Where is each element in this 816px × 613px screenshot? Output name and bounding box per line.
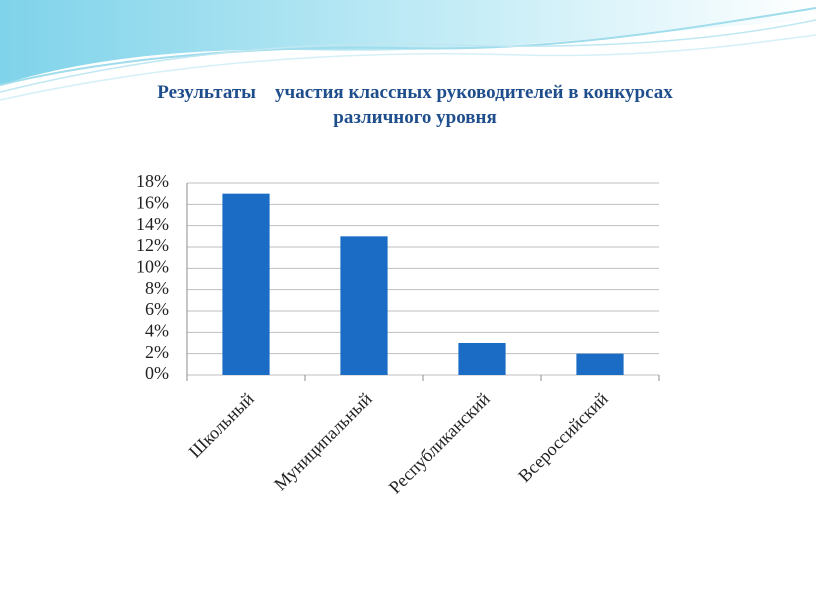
x-tick-label: Муниципальный <box>270 388 376 494</box>
bar <box>340 236 388 375</box>
y-tick-label: 6% <box>145 299 169 319</box>
wave-decoration <box>0 0 816 85</box>
wave-decoration <box>0 7 816 86</box>
wave-decoration <box>0 34 816 101</box>
x-tick-label: Республиканский <box>385 388 494 497</box>
y-tick-label: 12% <box>136 235 169 255</box>
y-tick-label: 18% <box>136 171 169 191</box>
chart-title: Результаты участия классных руководителе… <box>157 82 678 128</box>
y-tick-label: 2% <box>145 342 169 362</box>
x-tick-label: Всероссийский <box>514 388 612 486</box>
bar <box>576 353 624 375</box>
y-tick-label: 4% <box>145 320 169 340</box>
y-tick-label: 16% <box>136 192 169 212</box>
y-tick-label: 14% <box>136 214 169 234</box>
y-tick-label: 0% <box>145 363 169 383</box>
x-tick-label: Школьный <box>185 388 258 461</box>
y-tick-label: 8% <box>145 278 169 298</box>
bar <box>222 193 270 375</box>
bar <box>458 343 506 375</box>
wave-decoration <box>0 19 816 93</box>
y-tick-label: 10% <box>136 256 169 276</box>
